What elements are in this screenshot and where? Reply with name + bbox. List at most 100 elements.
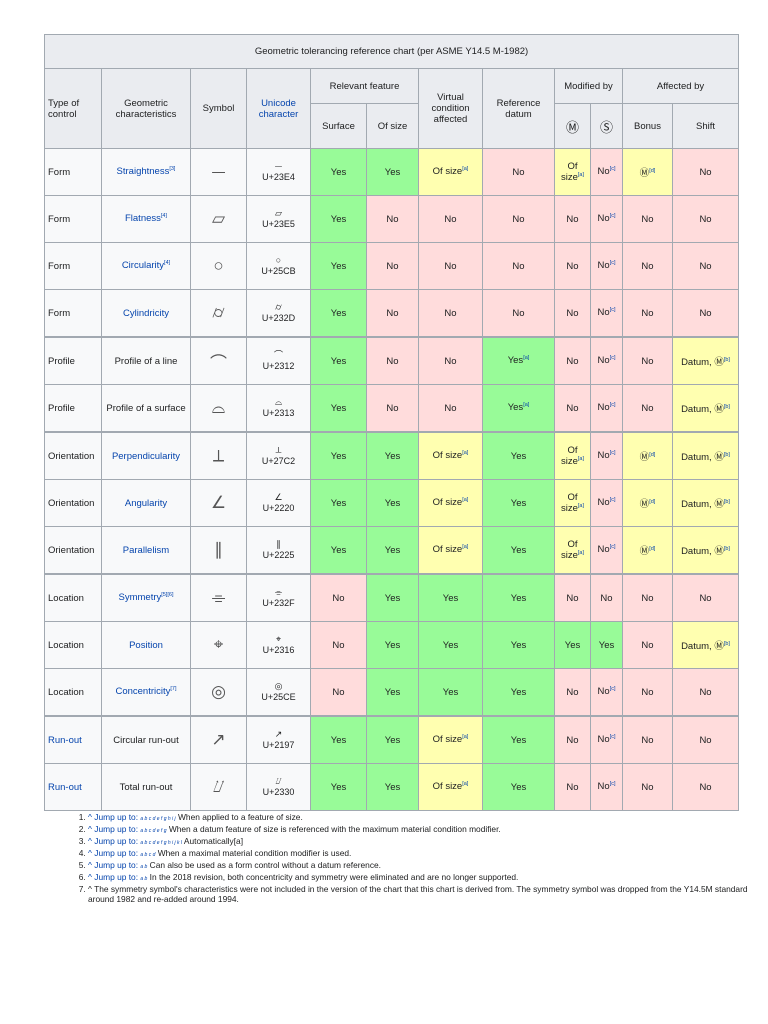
jump-link[interactable]: ^ Jump up to:: [88, 860, 139, 870]
value: Yes: [384, 497, 401, 509]
value: Yes: [330, 213, 347, 225]
value-cell: No: [366, 195, 419, 243]
note-ref[interactable]: [c]: [609, 355, 616, 362]
note-ref[interactable]: [b]: [723, 545, 730, 552]
value-cell: Ⓜ[d]: [622, 526, 673, 575]
note-ref[interactable]: [b]: [723, 451, 730, 458]
note-ref[interactable]: [5][6]: [161, 592, 174, 599]
note-ref[interactable]: [4]: [164, 260, 171, 267]
note-ref[interactable]: [c]: [609, 497, 616, 504]
value: No: [699, 781, 712, 793]
unicode-glyph: ∠: [274, 492, 283, 502]
note-ref[interactable]: [3]: [169, 166, 176, 173]
value-cell: Ⓜ[d]: [622, 148, 673, 196]
backlinks[interactable]: a b c d e f g: [140, 828, 167, 834]
type-cell: Form: [44, 289, 102, 338]
note-ref[interactable]: [a]: [577, 455, 585, 462]
note-ref[interactable]: [a]: [462, 497, 469, 504]
jump-link[interactable]: ^ Jump up to:: [88, 872, 139, 882]
note-ref[interactable]: [a]: [462, 166, 469, 173]
characteristic-cell: Angularity: [101, 479, 191, 527]
note-ref[interactable]: [c]: [609, 734, 616, 741]
value-cell: No: [671, 573, 740, 622]
value-cell: No: [622, 715, 673, 764]
value: No: [566, 686, 579, 698]
type-cell[interactable]: Run-out: [44, 763, 102, 811]
note-ref[interactable]: [a]: [462, 734, 469, 741]
type-cell: Location: [44, 668, 102, 717]
note-ref[interactable]: [7]: [170, 686, 177, 693]
characteristic[interactable]: Position: [129, 639, 163, 651]
note-ref[interactable]: [b]: [723, 403, 730, 410]
value: No: [566, 213, 579, 225]
note-ref[interactable]: [b]: [723, 498, 730, 505]
note-ref[interactable]: [c]: [609, 402, 616, 409]
characteristic[interactable]: Symmetry: [118, 592, 162, 604]
characteristic[interactable]: Straightness: [116, 166, 170, 178]
note-ref[interactable]: [a]: [462, 544, 469, 551]
value: No: [641, 639, 654, 651]
jump-link[interactable]: ^ Jump up to:: [88, 836, 139, 846]
note-ref[interactable]: [c]: [609, 307, 616, 314]
backlinks[interactable]: a b c d: [140, 852, 156, 858]
note-ref[interactable]: [d]: [649, 451, 656, 458]
characteristic[interactable]: Circularity: [121, 260, 165, 272]
note-ref[interactable]: [a]: [523, 402, 530, 409]
jump-link[interactable]: ^ Jump up to:: [88, 812, 139, 822]
jump-link[interactable]: ^ Jump up to:: [88, 824, 139, 834]
characteristic[interactable]: Perpendicularity: [111, 450, 181, 462]
note-ref[interactable]: [a]: [577, 171, 585, 178]
note-ref[interactable]: [c]: [609, 781, 616, 788]
note-ref[interactable]: [a]: [577, 502, 585, 509]
value: No: [566, 781, 579, 793]
note-ref[interactable]: [d]: [649, 498, 656, 505]
characteristic[interactable]: Parallelism: [122, 544, 170, 556]
note-ref[interactable]: [c]: [609, 213, 616, 220]
characteristic[interactable]: Cylindricity: [123, 307, 169, 319]
type-cell[interactable]: Run-out: [44, 715, 102, 764]
type-cell: Location: [44, 573, 102, 622]
value-cell: Yes: [482, 763, 555, 811]
value: No: [444, 307, 457, 319]
row: Location Position ⌖ ⌖ U+2316 No Yes Yes Yes Yes Ye…: [44, 621, 740, 669]
header: Type of control: [44, 68, 102, 149]
note-ref[interactable]: [b]: [723, 356, 730, 363]
backlinks[interactable]: a b: [140, 876, 148, 882]
value: Yes: [564, 639, 581, 651]
table-title: Geometric tolerancing reference chart (p…: [43, 34, 740, 69]
characteristic[interactable]: Concentricity: [115, 686, 171, 698]
jump-link[interactable]: ^ Jump up to:: [88, 848, 139, 858]
note-ref[interactable]: [d]: [649, 545, 656, 552]
backlinks[interactable]: a b c d e f g h i j: [140, 816, 176, 822]
note-ref[interactable]: [a]: [462, 450, 469, 457]
value: No: [597, 213, 610, 225]
value: No: [597, 307, 610, 319]
value: No: [597, 166, 610, 178]
value-cell: Datum, Ⓜ[b]: [671, 384, 740, 433]
note-ref[interactable]: [b]: [723, 640, 730, 647]
backlinks[interactable]: a b: [140, 864, 148, 870]
note-ref[interactable]: [a]: [577, 549, 585, 556]
value-cell: Yes: [482, 526, 555, 575]
backlinks[interactable]: a b c d e f g h i j k l: [140, 840, 183, 846]
value-cell: No: [554, 289, 591, 338]
note-ref[interactable]: [a]: [523, 355, 530, 362]
unicode-glyph: ⌖: [275, 634, 282, 644]
footnote: ^ Jump up to: a b c d e f g When a datum…: [88, 824, 768, 836]
characteristic[interactable]: Angularity: [124, 497, 168, 509]
note-ref[interactable]: [c]: [609, 544, 616, 551]
note-ref[interactable]: [c]: [609, 166, 616, 173]
note-ref[interactable]: [d]: [649, 167, 656, 174]
characteristic[interactable]: Flatness: [124, 213, 161, 225]
note-ref[interactable]: [c]: [609, 686, 616, 693]
header: Shift: [671, 103, 740, 149]
note-ref[interactable]: [c]: [609, 450, 616, 457]
note-ref[interactable]: [c]: [609, 260, 616, 267]
note-ref[interactable]: [a]: [462, 781, 469, 788]
footnote-text: ^ The symmetry symbol's characteristics …: [88, 884, 748, 904]
note-ref[interactable]: [4]: [160, 213, 168, 220]
unicode-cell: ◎ U+25CE: [246, 668, 311, 717]
header[interactable]: Unicode character: [246, 68, 311, 149]
value-cell: Yes: [366, 763, 419, 811]
value-cell: No[c]: [590, 431, 623, 480]
